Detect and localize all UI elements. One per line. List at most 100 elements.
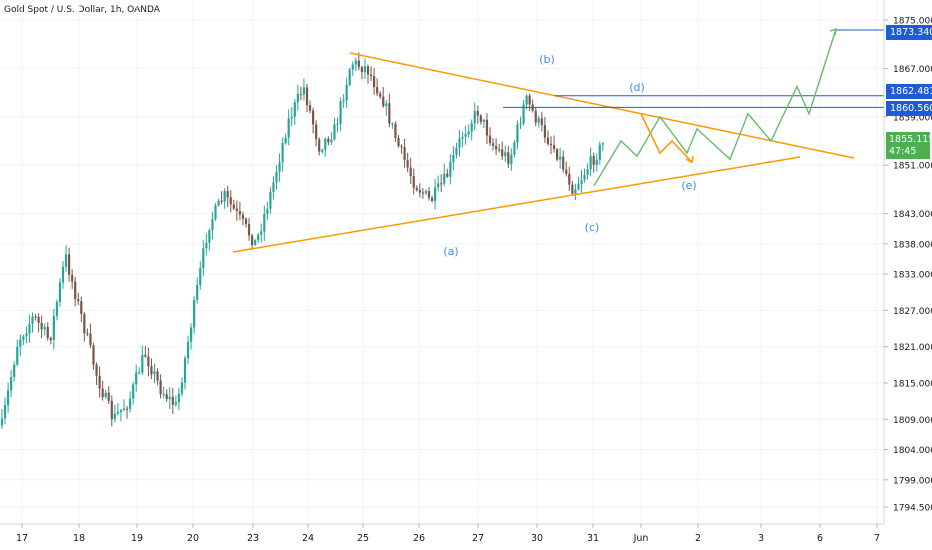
candle-body	[363, 66, 367, 73]
candle-body	[446, 173, 449, 177]
candle-body	[510, 154, 513, 165]
candle-body	[458, 138, 461, 148]
candle-body	[19, 339, 22, 347]
candle-body	[150, 366, 153, 375]
candle-body	[122, 408, 126, 411]
candle-body	[61, 266, 65, 283]
y-tick-label: 1821.000	[893, 343, 932, 353]
candle-body	[153, 371, 156, 375]
candle-body	[421, 192, 424, 194]
candle-body	[141, 354, 144, 373]
candle-body	[491, 143, 495, 146]
candle-body	[177, 393, 180, 403]
candle-body	[281, 143, 284, 163]
candle-body	[601, 143, 604, 145]
x-tick-label: 2	[695, 533, 701, 544]
projection-up-arrow	[829, 28, 837, 36]
candle-body	[305, 87, 309, 106]
candle-body	[263, 214, 266, 232]
candle-body	[488, 135, 492, 144]
x-tick-label: 31	[587, 533, 599, 544]
candle-body	[513, 142, 516, 155]
candle-body	[174, 402, 177, 405]
candle-body	[308, 105, 312, 111]
candle-body	[427, 191, 431, 198]
candle-body	[211, 219, 214, 230]
wave-label: (a)	[443, 245, 458, 258]
candle-body	[592, 156, 595, 165]
candle-body	[165, 394, 168, 400]
y-tick-label: 1838.000	[893, 240, 932, 250]
candle-body	[302, 87, 306, 95]
candle-body	[168, 396, 171, 400]
candle-body	[549, 143, 553, 146]
candle-body	[345, 84, 348, 101]
candle-body	[238, 211, 241, 215]
candle-body	[348, 69, 351, 85]
level-tag-1: 1862.481	[886, 84, 932, 99]
candle-body	[101, 388, 104, 398]
candle-body	[452, 154, 455, 162]
candle-body	[113, 413, 116, 420]
candle-body	[52, 315, 55, 340]
x-tick-label: 19	[131, 533, 143, 544]
candle-body	[559, 156, 562, 160]
projection-down-arrow	[685, 156, 694, 164]
candle-body	[49, 337, 52, 340]
candle-body	[321, 149, 324, 152]
candle-body	[369, 74, 373, 77]
candle-body	[522, 104, 525, 124]
candle-body	[244, 218, 248, 225]
candle-body	[382, 96, 385, 107]
candle-body	[77, 299, 80, 302]
candle-body	[543, 125, 546, 138]
candle-body	[22, 336, 25, 340]
candle-body	[318, 139, 321, 152]
candle-body	[293, 102, 296, 117]
overlays: (a) (b) (c) (d) (e)	[232, 28, 884, 258]
candle-body	[418, 190, 421, 193]
candle-body	[409, 167, 412, 177]
y-axis: 1794.500 1799.000 1804.000 1809.000 1815.000…	[883, 0, 932, 524]
candle-body	[357, 60, 360, 68]
candle-body	[333, 124, 336, 140]
candle-body	[342, 100, 345, 102]
y-tick-label: 1867.000	[893, 65, 932, 75]
candle-body	[400, 146, 403, 148]
candle-body	[193, 299, 196, 328]
candle-body	[498, 149, 501, 151]
x-tick-label: 27	[472, 533, 484, 544]
y-tick-label: 1833.000	[893, 271, 932, 281]
candle-body	[46, 326, 49, 338]
candle-body	[266, 208, 269, 215]
projection-up-path	[593, 28, 837, 187]
candle-body	[373, 76, 376, 88]
countdown-timer: 47:45	[889, 146, 917, 157]
candle-body	[464, 134, 467, 137]
candle-body	[537, 118, 540, 123]
candle-body	[80, 301, 83, 314]
candle-body	[34, 316, 37, 318]
candle-body	[519, 123, 522, 125]
candle-body	[595, 159, 598, 165]
candle-body	[449, 161, 452, 177]
candle-body	[89, 333, 92, 346]
candle-body	[589, 156, 592, 170]
candle-body	[125, 408, 129, 410]
x-tick-label: 24	[302, 533, 314, 544]
candle-body	[507, 152, 510, 165]
wave-label: (e)	[681, 179, 696, 192]
grid	[0, 0, 884, 524]
candle-body	[296, 93, 299, 103]
candle-body	[437, 183, 440, 188]
candle-body	[208, 229, 211, 243]
candle-body	[528, 95, 531, 105]
candle-body	[534, 110, 537, 123]
candle-body	[257, 234, 260, 241]
candle-body	[330, 139, 333, 143]
candle-body	[568, 173, 571, 185]
candle-body	[16, 346, 19, 365]
candle-body	[485, 119, 489, 136]
candle-body	[86, 333, 89, 335]
